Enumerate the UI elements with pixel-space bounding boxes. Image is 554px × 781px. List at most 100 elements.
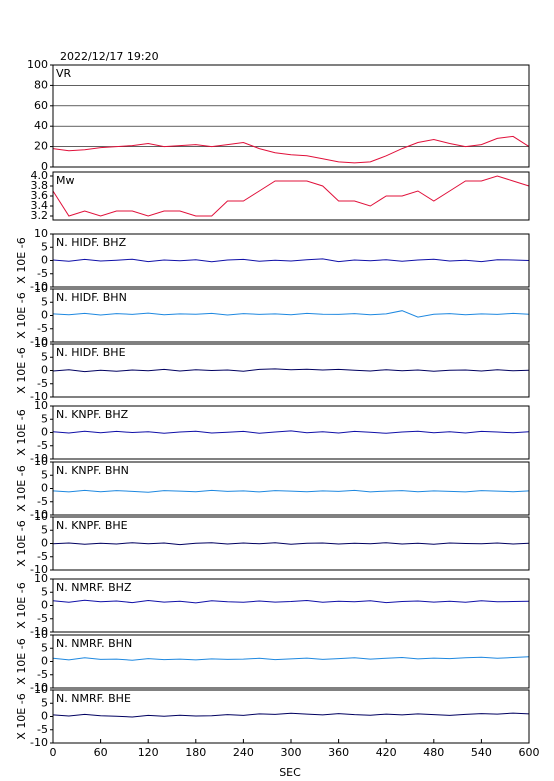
panel-frame [52,343,530,398]
y-tick-label: 10 [34,282,48,295]
y-tick-label: 10 [34,628,48,641]
x-tick-label: 0 [50,746,57,759]
panel-frame [52,516,530,571]
y-tick-label: 5 [41,468,48,481]
y-axis-label: X 10E -6 [15,582,28,628]
panel-label: N. KNPF. BHE [56,519,128,532]
y-tick-label: 0 [41,254,48,267]
y-tick-label: 3.2 [31,209,49,222]
y-tick-label: -10 [30,335,48,348]
panel-frame [52,578,530,633]
y-tick-label: 3.4 [31,199,49,212]
y-tick-label: -10 [30,625,48,638]
trace [52,599,530,604]
panel-label: N. NMRF. BHZ [56,581,132,594]
y-tick-label: 60 [34,99,48,112]
x-tick-label: 480 [423,746,444,759]
y-tick-label: 80 [34,78,48,91]
x-tick-label: 360 [328,746,349,759]
y-axis-label: X 10E -6 [15,409,28,455]
y-tick-label: 5 [41,412,48,425]
y-tick-label: 3.6 [31,189,49,202]
panel-label: N. HIDF. BHN [56,291,127,304]
panel-label: VR [56,67,72,80]
y-axis-label: X 10E -6 [15,520,28,566]
x-axis-label: SEC [279,766,301,779]
y-tick-label: 0 [41,160,48,173]
y-axis-label: X 10E -6 [15,693,28,739]
y-tick-label: -5 [37,322,48,335]
panel-label: N. HIDF. BHZ [56,236,127,249]
y-tick-label: 10 [34,337,48,350]
x-tick-label: 300 [281,746,302,759]
trace [52,175,530,217]
y-tick-label: 5 [41,696,48,709]
y-tick-label: -10 [30,452,48,465]
panel-label: N. KNPF. BHN [56,464,129,477]
panel-label: N. KNPF. BHZ [56,408,129,421]
trace [52,430,530,434]
panel-frame [52,233,530,288]
y-tick-label: 0 [41,655,48,668]
trace [52,258,530,263]
x-tick-label: 540 [471,746,492,759]
y-axis-label: X 10E -6 [15,237,28,283]
panel-label: N. NMRF. BHE [56,692,131,705]
chart-title: 2022/12/17 19:20 [60,50,159,63]
x-tick-label: 120 [138,746,159,759]
y-tick-label: -10 [30,681,48,694]
y-tick-label: 10 [34,572,48,585]
y-tick-label: 100 [27,58,48,71]
y-tick-label: 0 [41,309,48,322]
y-tick-label: 0 [41,426,48,439]
y-tick-label: -5 [37,495,48,508]
y-tick-label: 5 [41,641,48,654]
panel-frame [52,171,530,221]
y-tick-label: 0 [41,482,48,495]
panel-label: N. NMRF. BHN [56,637,132,650]
x-tick-label: 600 [519,746,540,759]
y-tick-label: 0 [41,710,48,723]
trace [52,656,530,661]
trace [52,542,530,546]
y-tick-label: 10 [34,399,48,412]
y-axis-label: X 10E -6 [15,465,28,511]
panel-frame [52,64,530,168]
y-tick-label: -10 [30,280,48,293]
x-tick-label: 180 [185,746,206,759]
y-tick-label: 10 [34,455,48,468]
trace [52,712,530,718]
trace [52,310,530,318]
y-tick-label: 5 [41,295,48,308]
y-axis-label: X 10E -6 [15,638,28,684]
y-tick-label: 20 [34,140,48,153]
y-tick-label: 10 [34,227,48,240]
y-tick-label: -10 [30,390,48,403]
y-tick-label: -10 [30,736,48,749]
panel-frame [52,288,530,343]
y-tick-label: 0 [41,364,48,377]
y-tick-label: 3.8 [31,179,49,192]
y-tick-label: 5 [41,523,48,536]
x-tick-label: 60 [94,746,108,759]
y-tick-label: 5 [41,350,48,363]
y-tick-label: -5 [37,612,48,625]
trace [52,489,530,493]
y-tick-label: -5 [37,723,48,736]
trace [52,135,530,164]
panel-frame [52,405,530,460]
x-tick-label: 240 [233,746,254,759]
y-tick-label: 0 [41,537,48,550]
y-tick-label: -5 [37,377,48,390]
x-tick-label: 420 [376,746,397,759]
y-tick-label: -5 [37,267,48,280]
y-tick-label: 5 [41,585,48,598]
y-tick-label: -5 [37,439,48,452]
panel-frame [52,634,530,689]
y-tick-label: 5 [41,240,48,253]
y-tick-label: 0 [41,599,48,612]
y-tick-label: -5 [37,550,48,563]
y-axis-label: X 10E -6 [15,292,28,338]
y-tick-label: -10 [30,508,48,521]
